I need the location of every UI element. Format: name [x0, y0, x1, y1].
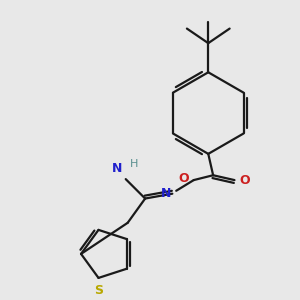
- Text: O: O: [239, 174, 250, 187]
- Text: O: O: [178, 172, 189, 184]
- Text: N: N: [161, 187, 171, 200]
- Text: N: N: [112, 162, 122, 175]
- Text: H: H: [130, 159, 138, 170]
- Text: S: S: [94, 284, 103, 297]
